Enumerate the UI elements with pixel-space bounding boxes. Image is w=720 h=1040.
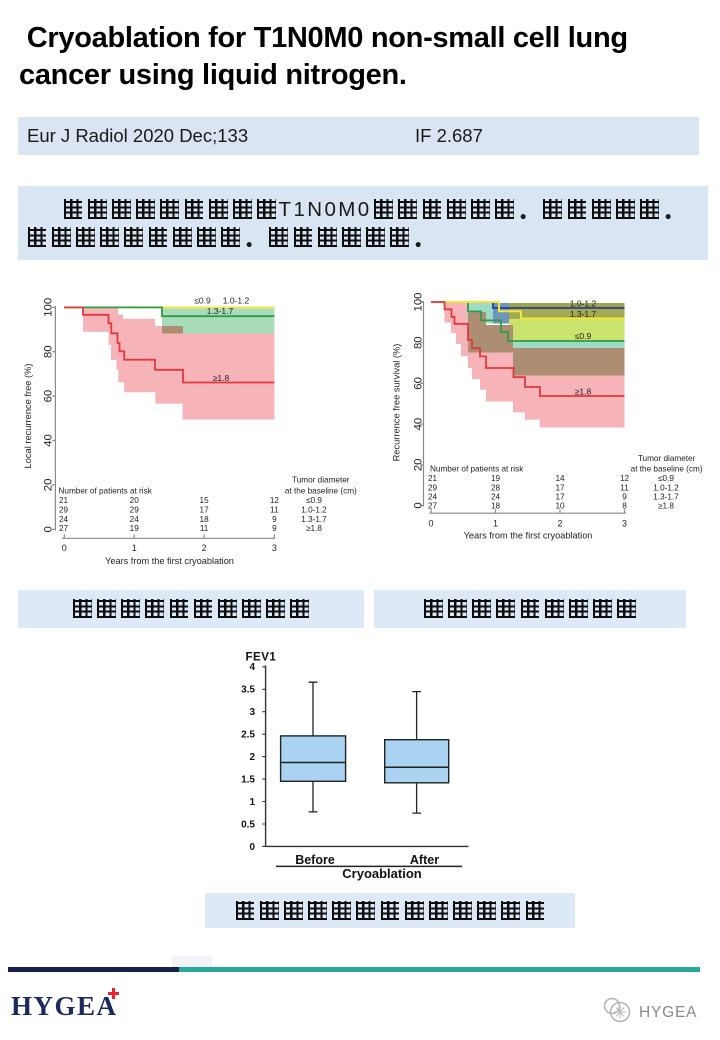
- svg-text:12: 12: [270, 496, 280, 505]
- svg-text:1: 1: [132, 543, 137, 553]
- svg-text:≥1.8: ≥1.8: [306, 524, 322, 533]
- svg-text:1.3-1.7: 1.3-1.7: [301, 515, 327, 524]
- svg-text:27: 27: [59, 524, 69, 533]
- svg-text:29: 29: [428, 483, 438, 492]
- svg-text:3: 3: [249, 707, 255, 718]
- svg-text:Number of patients at risk: Number of patients at risk: [430, 465, 524, 474]
- svg-text:≥1.8: ≥1.8: [658, 502, 674, 511]
- svg-text:0: 0: [62, 543, 67, 553]
- svg-text:60: 60: [42, 390, 54, 403]
- svg-text:1: 1: [249, 797, 255, 808]
- svg-text:80: 80: [42, 345, 54, 358]
- svg-text:40: 40: [42, 434, 54, 447]
- svg-text:17: 17: [555, 483, 565, 492]
- svg-text:≤0.9: ≤0.9: [658, 474, 674, 483]
- svg-text:9: 9: [272, 515, 277, 524]
- svg-text:24: 24: [59, 515, 69, 524]
- svg-text:2: 2: [557, 519, 562, 529]
- svg-text:21: 21: [59, 496, 69, 505]
- svg-text:≤0.9: ≤0.9: [575, 331, 592, 341]
- svg-text:Before: Before: [295, 853, 335, 867]
- svg-text:19: 19: [130, 524, 140, 533]
- svg-text:at the baseline (cm): at the baseline (cm): [285, 487, 357, 496]
- svg-text:60: 60: [412, 377, 424, 390]
- svg-text:9: 9: [272, 524, 277, 533]
- svg-text:1.3-1.7: 1.3-1.7: [570, 309, 597, 319]
- svg-text:21: 21: [428, 474, 438, 483]
- svg-text:2: 2: [202, 543, 207, 553]
- svg-text:24: 24: [491, 493, 501, 502]
- svg-text:19: 19: [491, 474, 501, 483]
- svg-text:24: 24: [130, 515, 140, 524]
- svg-text:100: 100: [42, 298, 54, 317]
- svg-text:17: 17: [555, 493, 565, 502]
- svg-text:0.5: 0.5: [241, 819, 255, 830]
- svg-text:15: 15: [200, 496, 210, 505]
- svg-text:1.3-1.7: 1.3-1.7: [653, 493, 679, 502]
- svg-text:80: 80: [412, 336, 424, 349]
- svg-text:2.5: 2.5: [241, 730, 255, 741]
- svg-text:Years from the first cryoablat: Years from the first cryoablation: [464, 531, 593, 541]
- svg-text:1.3-1.7: 1.3-1.7: [207, 306, 234, 316]
- svg-text:8: 8: [622, 502, 627, 511]
- svg-text:100: 100: [412, 293, 424, 312]
- svg-text:0: 0: [428, 519, 433, 529]
- svg-text:9: 9: [622, 493, 627, 502]
- svg-text:≥1.8: ≥1.8: [575, 386, 592, 396]
- svg-text:0: 0: [249, 842, 255, 853]
- svg-text:17: 17: [200, 506, 210, 515]
- svg-text:29: 29: [130, 506, 140, 515]
- svg-text:Cryoablation: Cryoablation: [342, 866, 422, 881]
- svg-text:40: 40: [412, 418, 424, 431]
- svg-text:11: 11: [270, 506, 279, 515]
- svg-text:4: 4: [249, 662, 255, 673]
- svg-text:28: 28: [491, 483, 501, 492]
- svg-text:1: 1: [493, 519, 498, 529]
- svg-text:≤0.9: ≤0.9: [194, 296, 211, 306]
- svg-text:≤0.9: ≤0.9: [306, 496, 322, 505]
- svg-text:FEV1: FEV1: [246, 652, 277, 664]
- svg-text:29: 29: [59, 506, 69, 515]
- svg-text:2: 2: [249, 752, 255, 763]
- svg-text:Number of patients at risk: Number of patients at risk: [59, 487, 153, 496]
- svg-text:1.0-1.2: 1.0-1.2: [301, 506, 327, 515]
- svg-text:Recurrence free survival (%): Recurrence free survival (%): [392, 344, 402, 462]
- svg-text:1.0-1.2: 1.0-1.2: [570, 299, 597, 309]
- svg-text:1.0-1.2: 1.0-1.2: [223, 296, 250, 306]
- svg-text:Local recurrence free (%): Local recurrence free (%): [23, 364, 33, 469]
- svg-text:27: 27: [428, 502, 438, 511]
- svg-text:at the baseline (cm): at the baseline (cm): [631, 465, 703, 474]
- svg-text:18: 18: [491, 502, 501, 511]
- svg-text:20: 20: [42, 479, 54, 492]
- svg-text:24: 24: [428, 493, 438, 502]
- svg-text:1.0-1.2: 1.0-1.2: [653, 483, 679, 492]
- svg-text:After: After: [410, 853, 439, 867]
- svg-text:Tumor diameter: Tumor diameter: [292, 476, 350, 485]
- svg-text:11: 11: [200, 524, 209, 533]
- svg-text:1.5: 1.5: [241, 775, 255, 786]
- svg-text:10: 10: [555, 502, 565, 511]
- svg-text:Tumor diameter: Tumor diameter: [638, 454, 696, 463]
- svg-text:Years from the first cryoablat: Years from the first cryoablation: [105, 556, 234, 566]
- svg-text:12: 12: [620, 474, 630, 483]
- svg-text:≥1.8: ≥1.8: [213, 373, 230, 383]
- svg-text:20: 20: [412, 459, 424, 472]
- svg-text:18: 18: [200, 515, 210, 524]
- svg-text:14: 14: [555, 474, 565, 483]
- svg-text:11: 11: [620, 483, 629, 492]
- svg-text:3.5: 3.5: [241, 685, 255, 696]
- svg-text:0: 0: [42, 526, 54, 532]
- svg-text:3: 3: [622, 519, 627, 529]
- svg-text:3: 3: [272, 543, 277, 553]
- svg-text:20: 20: [130, 496, 140, 505]
- svg-text:0: 0: [412, 502, 424, 508]
